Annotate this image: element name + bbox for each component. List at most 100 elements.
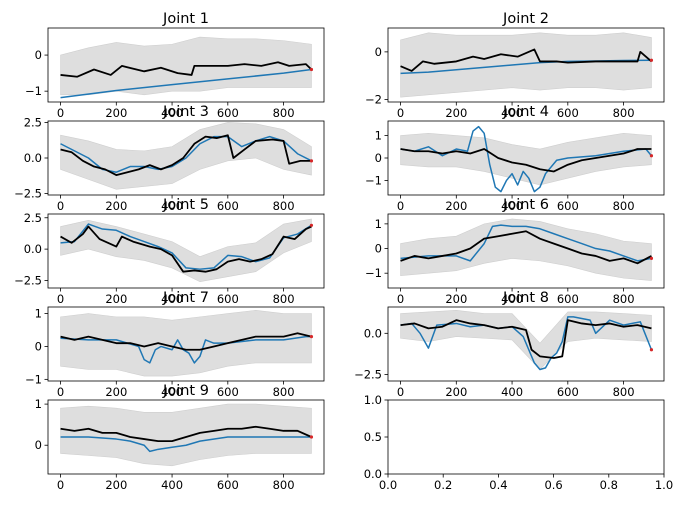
x-tick-label: 600 (217, 199, 239, 213)
endpoint-marker (309, 435, 314, 439)
y-tick-label: −1 (365, 173, 382, 187)
x-tick-label: 0 (57, 199, 64, 213)
x-tick-label: 600 (557, 106, 579, 120)
y-tick-label: −2.5 (14, 187, 42, 201)
x-tick-label: 400 (161, 106, 183, 120)
plot-frame (47, 27, 325, 103)
plot-content (60, 403, 314, 467)
observed-line (400, 319, 652, 359)
x-tick-label: 0.0 (379, 478, 397, 492)
endpoint-marker (309, 223, 314, 227)
plot-frame (47, 306, 325, 382)
endpoint-marker (649, 256, 654, 260)
y-tick-label: 1 (35, 397, 42, 411)
confidence-band (400, 32, 652, 98)
x-tick-label: 200 (105, 106, 127, 120)
x-tick-label: 600 (557, 385, 579, 399)
x-tick-label: 0.8 (600, 478, 618, 492)
observed-line (60, 332, 312, 351)
x-tick-label: 400 (501, 292, 523, 306)
endpoint-marker (309, 67, 314, 72)
subplot-9: 0 200 400 600 800 0 1 Joint 9 (35, 383, 325, 492)
x-tick-label: 0 (57, 292, 64, 306)
confidence-band (60, 36, 312, 96)
subplot-1: 0 200 400 600 800 −1 0 Joint 1 (25, 11, 325, 120)
model-line (60, 68, 312, 99)
y-tick-label: −2.5 (354, 367, 382, 381)
x-tick-label: 1.0 (655, 478, 673, 492)
model-line (400, 125, 653, 193)
plot-content (60, 36, 314, 99)
x-tick-label: 0 (397, 385, 404, 399)
y-tick-label: 0.0 (364, 467, 382, 481)
confidence-band (400, 133, 652, 186)
x-tick-label: 200 (445, 199, 467, 213)
endpoint-marker (649, 348, 654, 352)
x-tick-label: 400 (161, 292, 183, 306)
confidence-band (60, 403, 312, 467)
plot-content (400, 125, 654, 193)
y-tick-label: 1 (375, 129, 382, 143)
y-tick-label: −2.5 (14, 273, 42, 287)
x-tick-label: 200 (445, 292, 467, 306)
x-tick-label: 0.6 (544, 478, 562, 492)
x-tick-label: 200 (105, 385, 127, 399)
subplot-title: Joint 5 (162, 197, 209, 213)
model-line (400, 316, 653, 371)
subplot-7: 0 200 400 600 800 −1 0 1 Joint 7 (25, 290, 325, 399)
observed-line (60, 425, 312, 443)
x-tick-label: 800 (613, 199, 635, 213)
observed-line (400, 230, 652, 265)
y-tick-label: −1 (25, 372, 42, 386)
x-tick-label: 0 (57, 106, 64, 120)
y-tick-label: −1 (365, 266, 382, 280)
x-tick-label: 800 (273, 292, 295, 306)
x-tick-label: 400 (161, 385, 183, 399)
subplot-title: Joint 2 (502, 11, 549, 27)
x-tick-label: 200 (445, 106, 467, 120)
model-line (60, 436, 312, 453)
subplot-title: Joint 8 (502, 290, 549, 306)
x-tick-label: 0.4 (489, 478, 507, 492)
observed-line (60, 134, 312, 176)
plot-content (400, 218, 654, 281)
subplot-4: 0 200 400 600 800 −1 0 1 Joint 4 (365, 104, 665, 213)
endpoint-marker (309, 159, 314, 163)
x-tick-label: 200 (105, 199, 127, 213)
x-tick-label: 0 (397, 292, 404, 306)
subplot-title: Joint 9 (162, 383, 209, 399)
y-tick-label: 0.5 (364, 430, 382, 444)
x-tick-label: 0 (397, 199, 404, 213)
x-tick-label: 0 (397, 106, 404, 120)
observed-line (60, 225, 312, 273)
plot-content (60, 218, 314, 283)
x-tick-label: 200 (445, 385, 467, 399)
subplot-3: 0 200 400 600 800 −2.5 0.0 2.5 Joint 3 (14, 104, 325, 213)
x-tick-label: 200 (105, 292, 127, 306)
plot-frame (387, 213, 665, 289)
plot-area (388, 400, 664, 474)
x-tick-label: 600 (557, 199, 579, 213)
y-tick-label: 0 (35, 438, 42, 452)
y-tick-label: 0.0 (364, 326, 382, 340)
subplot-title: Joint 4 (502, 104, 549, 120)
x-tick-label: 800 (613, 106, 635, 120)
y-tick-label: 1.0 (364, 393, 382, 407)
x-tick-label: 400 (501, 106, 523, 120)
plot-frame (387, 27, 665, 103)
x-tick-label: 400 (161, 199, 183, 213)
x-tick-label: 600 (217, 106, 239, 120)
x-tick-label: 0.2 (434, 478, 452, 492)
x-tick-label: 800 (273, 199, 295, 213)
x-tick-label: 600 (217, 385, 239, 399)
y-tick-label: 0 (375, 242, 382, 256)
confidence-band (400, 218, 652, 281)
y-tick-label: 2.5 (24, 211, 42, 225)
plot-content (400, 309, 654, 371)
endpoint-marker (649, 58, 654, 62)
subplot-5: 0 200 400 600 800 −2.5 0.0 2.5 Joint 5 (14, 197, 325, 306)
x-tick-label: 600 (557, 292, 579, 306)
y-tick-label: 0 (375, 45, 382, 59)
x-tick-label: 800 (273, 478, 295, 492)
x-tick-label: 800 (273, 385, 295, 399)
